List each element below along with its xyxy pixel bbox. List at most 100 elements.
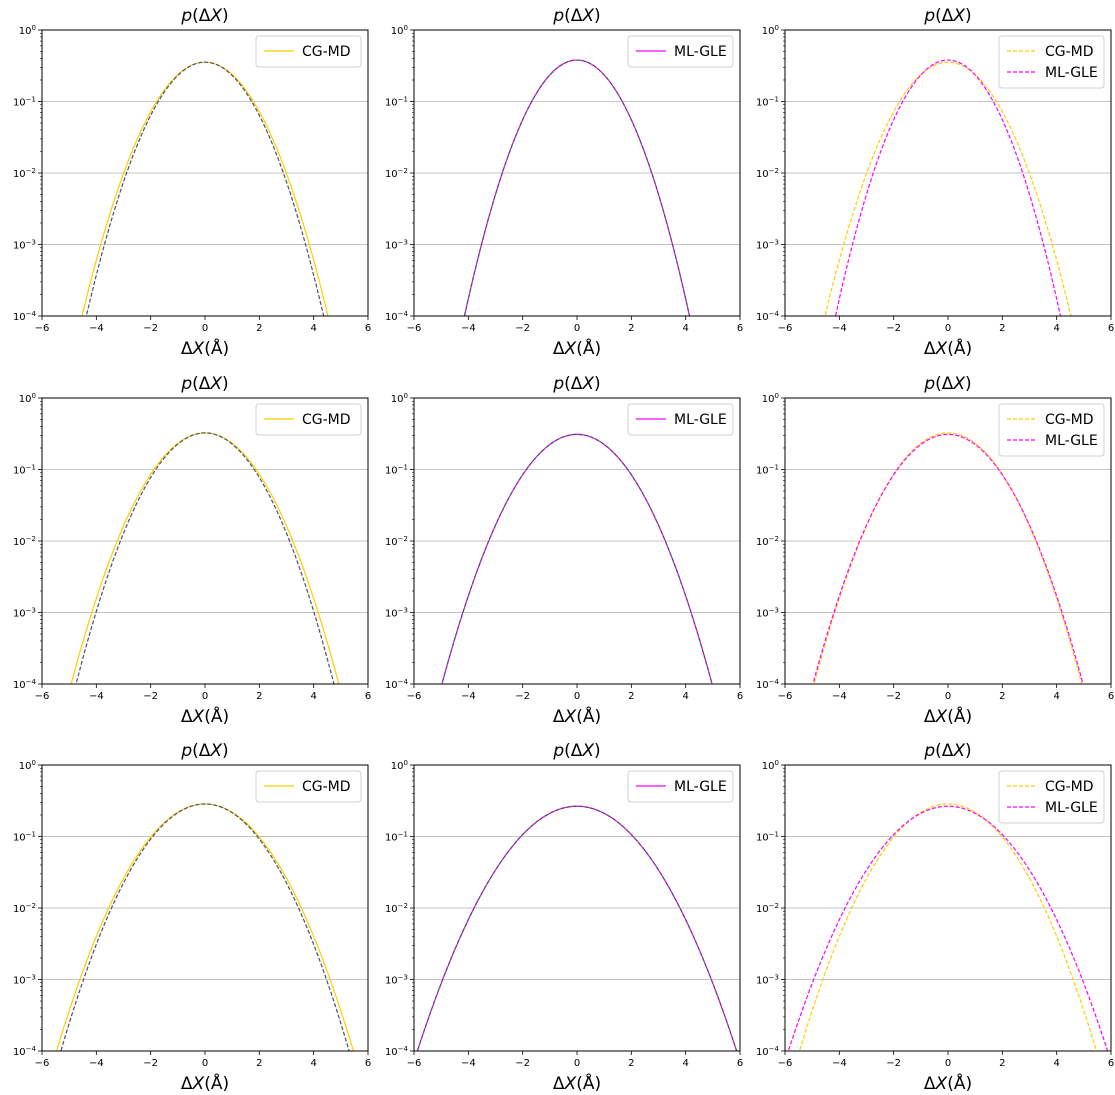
x-tick-label: 0: [202, 691, 208, 702]
legend-label: ML-GLE: [674, 779, 727, 795]
y-tick-label: 10−4: [385, 1045, 409, 1058]
legend-label: ML-GLE: [1045, 800, 1098, 816]
y-tick-label: 100: [391, 24, 408, 37]
x-tick-label: −2: [143, 323, 158, 334]
y-tick-label: 10−3: [756, 974, 779, 987]
y-tick-label: 10−3: [13, 239, 36, 252]
x-tick-label: 4: [310, 1058, 316, 1069]
x-tick-label: −4: [89, 691, 104, 702]
legend-frame: [998, 403, 1105, 457]
y-tick-label: 10−1: [385, 464, 408, 477]
x-axis-label: ΔX(Å): [924, 705, 972, 727]
y-tick-label: 10−3: [13, 607, 36, 620]
y-tick-label: 10−2: [13, 902, 36, 915]
y-tick-label: 10−4: [756, 678, 780, 691]
legend: CG-MD: [255, 770, 362, 803]
x-tick-label: −4: [832, 1058, 847, 1069]
subplot-2-2: −6 −4 −2 0 2 4 6 10−4 10−3 10−2 10−1 100 p(ΔX) ΔX(Å) M…: [385, 374, 743, 727]
x-tick-label: −6: [407, 323, 422, 334]
legend-frame: [255, 35, 362, 68]
subplot-1-3: −6 −4 −2 0 2 4 6 10−4 10−3 10−2 10−1 100 p(ΔX) ΔX(Å) C…: [756, 6, 1114, 359]
legend-frame: [627, 403, 734, 436]
x-tick-label: 0: [574, 323, 580, 334]
series-line-reference: [60, 803, 350, 1051]
x-tick-label: −4: [832, 691, 847, 702]
legend-frame: [998, 35, 1105, 89]
legend-label: ML-GLE: [1045, 65, 1098, 81]
y-tick-label: 10−4: [385, 678, 409, 691]
x-tick-label: −6: [35, 323, 50, 334]
x-tick-label: −4: [461, 1058, 476, 1069]
x-tick-label: 6: [1108, 1058, 1114, 1069]
x-tick-label: 2: [999, 323, 1005, 334]
x-tick-label: 6: [365, 691, 371, 702]
series-line-reference: [85, 61, 325, 316]
legend-label: ML-GLE: [1045, 433, 1098, 449]
x-tick-label: 2: [256, 691, 262, 702]
y-tick-label: 10−1: [385, 96, 408, 109]
series-line-cg-md: [81, 61, 329, 316]
y-tick-label: 100: [19, 24, 36, 37]
x-tick-label: 2: [256, 323, 262, 334]
series-line-cg-md: [798, 803, 1098, 1051]
legend: ML-GLE: [627, 770, 734, 803]
x-tick-label: −2: [515, 691, 530, 702]
x-tick-label: 4: [1053, 691, 1059, 702]
subplot-title: p(ΔX): [180, 741, 228, 761]
series-line-ml-gle: [441, 433, 713, 684]
legend: CG-MD ML-GLE: [998, 770, 1105, 824]
y-tick-label: 10−4: [756, 310, 780, 323]
x-tick-label: 6: [1108, 691, 1114, 702]
subplot-title: p(ΔX): [923, 374, 971, 394]
x-tick-label: 4: [310, 691, 316, 702]
x-tick-label: −2: [515, 323, 530, 334]
x-tick-label: −4: [89, 323, 104, 334]
x-tick-label: 2: [628, 1058, 634, 1069]
x-tick-label: 6: [737, 323, 743, 334]
y-tick-label: 10−1: [756, 96, 779, 109]
series-line-ml-gle: [416, 805, 738, 1051]
y-tick-label: 10−3: [385, 239, 408, 252]
y-tick-label: 10−4: [13, 310, 37, 323]
subplot-title: p(ΔX): [180, 6, 228, 26]
y-tick-label: 10−1: [385, 831, 408, 844]
subplot-title: p(ΔX): [923, 6, 971, 26]
y-tick-label: 10−4: [385, 310, 409, 323]
subplot-title: p(ΔX): [552, 741, 600, 761]
x-axis-label: ΔX(Å): [924, 1072, 972, 1094]
x-tick-label: 0: [945, 691, 951, 702]
series-line-ml-gle: [463, 59, 691, 316]
series-line-reference: [75, 432, 335, 684]
x-tick-label: 4: [1053, 1058, 1059, 1069]
x-tick-label: 0: [945, 323, 951, 334]
y-tick-label: 10−3: [13, 974, 36, 987]
subplot-2-1: −6 −4 −2 0 2 4 6 10−4 10−3 10−2 10−1 100 p(ΔX) ΔX(Å) C…: [13, 374, 371, 727]
legend-label: CG-MD: [302, 412, 351, 428]
x-tick-label: −6: [35, 691, 50, 702]
y-tick-label: 10−1: [13, 831, 36, 844]
x-axis-label: ΔX(Å): [181, 337, 229, 359]
x-tick-label: −2: [886, 1058, 901, 1069]
y-tick-label: 10−4: [13, 678, 37, 691]
y-tick-label: 10−2: [756, 902, 779, 915]
x-tick-label: 6: [365, 1058, 371, 1069]
legend-label: CG-MD: [1045, 779, 1094, 795]
subplot-1-2: −6 −4 −2 0 2 4 6 10−4 10−3 10−2 10−1 100 p(ΔX) ΔX(Å) M…: [385, 6, 743, 359]
legend: CG-MD ML-GLE: [998, 403, 1105, 457]
y-tick-label: 10−4: [756, 1045, 780, 1058]
x-tick-label: 2: [999, 1058, 1005, 1069]
x-tick-label: −6: [778, 323, 793, 334]
x-axis-label: ΔX(Å): [181, 1072, 229, 1094]
x-tick-label: −6: [407, 1058, 422, 1069]
x-tick-label: 4: [1053, 323, 1059, 334]
x-tick-label: −4: [461, 691, 476, 702]
series-line-reference: [416, 805, 738, 1051]
legend-label: ML-GLE: [674, 44, 727, 60]
legend-frame: [998, 770, 1105, 824]
y-tick-label: 10−3: [385, 974, 408, 987]
x-tick-label: −4: [461, 323, 476, 334]
y-tick-label: 10−3: [756, 239, 779, 252]
subplot-title: p(ΔX): [923, 741, 971, 761]
y-tick-label: 100: [762, 759, 779, 772]
